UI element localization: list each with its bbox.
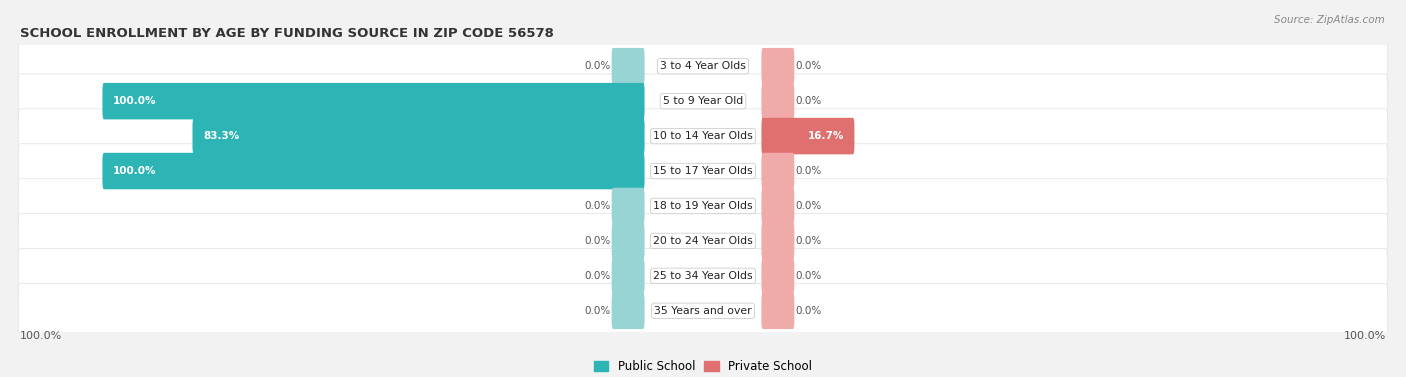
FancyBboxPatch shape — [762, 153, 794, 189]
Text: 5 to 9 Year Old: 5 to 9 Year Old — [662, 96, 744, 106]
Text: 20 to 24 Year Olds: 20 to 24 Year Olds — [654, 236, 752, 246]
Text: 0.0%: 0.0% — [796, 271, 823, 281]
FancyBboxPatch shape — [18, 179, 1388, 233]
Text: 16.7%: 16.7% — [807, 131, 844, 141]
Text: 0.0%: 0.0% — [583, 306, 610, 316]
FancyBboxPatch shape — [762, 293, 794, 329]
FancyBboxPatch shape — [762, 118, 855, 154]
FancyBboxPatch shape — [18, 109, 1388, 163]
Text: 0.0%: 0.0% — [796, 306, 823, 316]
FancyBboxPatch shape — [762, 257, 794, 294]
FancyBboxPatch shape — [762, 188, 794, 224]
Text: 0.0%: 0.0% — [796, 236, 823, 246]
FancyBboxPatch shape — [762, 83, 794, 120]
Text: 0.0%: 0.0% — [583, 271, 610, 281]
FancyBboxPatch shape — [103, 153, 644, 189]
Text: 83.3%: 83.3% — [202, 131, 239, 141]
Text: 35 Years and over: 35 Years and over — [654, 306, 752, 316]
Text: 0.0%: 0.0% — [796, 201, 823, 211]
Text: 0.0%: 0.0% — [796, 96, 823, 106]
FancyBboxPatch shape — [18, 214, 1388, 268]
Text: 18 to 19 Year Olds: 18 to 19 Year Olds — [654, 201, 752, 211]
Text: 100.0%: 100.0% — [1344, 331, 1386, 341]
Text: SCHOOL ENROLLMENT BY AGE BY FUNDING SOURCE IN ZIP CODE 56578: SCHOOL ENROLLMENT BY AGE BY FUNDING SOUR… — [20, 27, 554, 40]
FancyBboxPatch shape — [612, 293, 644, 329]
Text: Source: ZipAtlas.com: Source: ZipAtlas.com — [1274, 15, 1385, 25]
FancyBboxPatch shape — [612, 223, 644, 259]
Text: 100.0%: 100.0% — [20, 331, 62, 341]
Text: 0.0%: 0.0% — [583, 61, 610, 71]
Text: 100.0%: 100.0% — [112, 96, 156, 106]
FancyBboxPatch shape — [612, 188, 644, 224]
FancyBboxPatch shape — [762, 223, 794, 259]
FancyBboxPatch shape — [103, 83, 644, 120]
Text: 15 to 17 Year Olds: 15 to 17 Year Olds — [654, 166, 752, 176]
Legend: Public School, Private School: Public School, Private School — [589, 355, 817, 377]
Text: 0.0%: 0.0% — [583, 236, 610, 246]
FancyBboxPatch shape — [18, 144, 1388, 198]
FancyBboxPatch shape — [18, 39, 1388, 93]
Text: 0.0%: 0.0% — [796, 61, 823, 71]
FancyBboxPatch shape — [18, 74, 1388, 129]
Text: 25 to 34 Year Olds: 25 to 34 Year Olds — [654, 271, 752, 281]
FancyBboxPatch shape — [612, 48, 644, 84]
Text: 10 to 14 Year Olds: 10 to 14 Year Olds — [654, 131, 752, 141]
Text: 3 to 4 Year Olds: 3 to 4 Year Olds — [659, 61, 747, 71]
Text: 100.0%: 100.0% — [112, 166, 156, 176]
FancyBboxPatch shape — [762, 48, 794, 84]
Text: 0.0%: 0.0% — [796, 166, 823, 176]
FancyBboxPatch shape — [612, 257, 644, 294]
FancyBboxPatch shape — [18, 248, 1388, 303]
FancyBboxPatch shape — [18, 284, 1388, 338]
FancyBboxPatch shape — [193, 118, 644, 154]
Text: 0.0%: 0.0% — [583, 201, 610, 211]
